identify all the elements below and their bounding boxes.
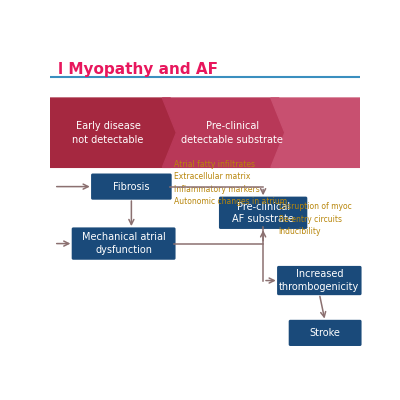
FancyBboxPatch shape — [72, 228, 176, 260]
Text: Fibrosis: Fibrosis — [113, 182, 150, 192]
Text: Disruption of myoc
Re-entry circuits
Inducibility: Disruption of myoc Re-entry circuits Ind… — [279, 202, 351, 236]
Text: Pre-clinical
AF substrate: Pre-clinical AF substrate — [232, 202, 294, 224]
Polygon shape — [271, 98, 364, 167]
Text: Early disease
not detectable: Early disease not detectable — [72, 121, 144, 145]
Text: Mechanical atrial
dysfunction: Mechanical atrial dysfunction — [82, 232, 166, 255]
FancyBboxPatch shape — [277, 266, 362, 295]
Text: Increased
thrombogenicity: Increased thrombogenicity — [279, 269, 360, 292]
FancyBboxPatch shape — [219, 197, 307, 229]
Text: Pre-clinical
detectable substrate: Pre-clinical detectable substrate — [181, 121, 283, 145]
Text: Atrial fatty infiltrates
Extracellular matrix
Inflammatory markers
Autonomic cha: Atrial fatty infiltrates Extracellular m… — [174, 160, 287, 206]
Polygon shape — [162, 98, 292, 167]
FancyBboxPatch shape — [91, 174, 172, 200]
Text: Stroke: Stroke — [310, 328, 340, 338]
Polygon shape — [50, 98, 184, 167]
Text: l Myopathy and AF: l Myopathy and AF — [58, 62, 218, 77]
FancyBboxPatch shape — [289, 320, 362, 346]
